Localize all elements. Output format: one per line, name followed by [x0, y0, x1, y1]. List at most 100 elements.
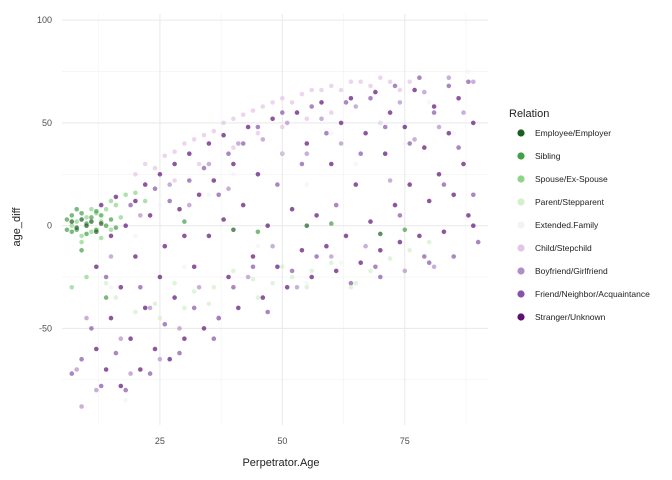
data-point	[289, 206, 295, 212]
data-point	[236, 305, 241, 311]
legend-label: Extended.Family	[535, 220, 599, 230]
data-point	[446, 75, 452, 80]
data-points	[64, 69, 481, 409]
data-point	[270, 116, 275, 122]
data-point	[157, 356, 163, 362]
data-point	[348, 285, 354, 290]
data-point	[103, 274, 109, 280]
data-point	[108, 315, 114, 321]
data-point	[387, 79, 393, 85]
data-point	[304, 223, 310, 228]
data-point	[245, 124, 251, 130]
data-point	[103, 223, 109, 228]
data-point	[98, 235, 104, 241]
data-point	[201, 165, 207, 171]
data-point	[206, 141, 212, 146]
data-point	[309, 268, 315, 274]
data-point	[211, 178, 217, 183]
data-point	[89, 206, 94, 212]
data-point	[333, 202, 339, 208]
data-point	[211, 336, 217, 342]
data-point	[69, 223, 75, 228]
data-point	[113, 295, 119, 300]
legend-key	[517, 313, 525, 321]
legend-label: Stranger/Unknown	[535, 312, 606, 322]
data-point	[240, 202, 246, 208]
data-point	[436, 124, 442, 130]
data-point	[152, 346, 158, 352]
data-point	[138, 213, 143, 218]
legend-label: Sibling	[535, 151, 561, 161]
data-point	[426, 100, 432, 105]
data-point	[113, 202, 119, 208]
data-point	[314, 213, 319, 218]
data-point	[378, 120, 383, 126]
data-point	[402, 268, 408, 274]
data-point	[294, 285, 300, 290]
data-point	[363, 243, 368, 249]
data-point	[265, 223, 271, 228]
data-point	[74, 206, 79, 212]
data-point	[387, 110, 393, 115]
data-point	[177, 326, 182, 331]
data-point	[94, 264, 99, 270]
data-point	[182, 141, 187, 146]
data-point	[338, 120, 344, 126]
legend-title: Relation	[509, 108, 549, 120]
legend-key	[517, 175, 525, 183]
y-axis-title: age_diff	[11, 207, 23, 247]
grid-lines	[62, 14, 488, 425]
data-point	[162, 322, 168, 327]
data-point	[378, 75, 383, 80]
data-point	[250, 276, 256, 282]
data-point	[231, 227, 236, 233]
data-point	[211, 128, 217, 134]
legend-label: Boyfriend/Girlfriend	[535, 266, 608, 276]
data-point	[133, 309, 138, 315]
data-point	[353, 280, 359, 286]
data-point	[309, 274, 315, 280]
data-point	[79, 248, 84, 253]
data-point	[304, 280, 310, 286]
data-point	[108, 285, 114, 290]
data-point	[172, 280, 177, 286]
data-point	[329, 130, 334, 136]
data-point	[123, 223, 128, 228]
data-point	[431, 104, 437, 109]
data-point	[329, 161, 334, 167]
data-point	[436, 172, 442, 177]
y-tick-label: 0	[47, 221, 52, 231]
data-point	[147, 305, 153, 311]
data-point	[358, 79, 364, 85]
x-tick-label: 50	[277, 436, 287, 446]
data-point	[84, 231, 89, 237]
data-point	[431, 264, 437, 270]
data-point	[270, 280, 275, 286]
data-point	[255, 124, 261, 130]
data-point	[231, 116, 236, 122]
data-point	[108, 254, 114, 259]
data-point	[206, 161, 212, 167]
data-point	[280, 124, 285, 130]
data-point	[378, 274, 383, 280]
data-point	[280, 151, 285, 156]
data-point	[128, 202, 133, 208]
legend-label: Spouse/Ex-Spouse	[535, 174, 608, 184]
data-point	[329, 83, 334, 89]
data-point	[79, 239, 84, 245]
data-point	[152, 301, 158, 307]
data-point	[280, 96, 285, 101]
data-point	[260, 104, 266, 109]
data-point	[236, 141, 241, 146]
data-point	[182, 336, 187, 342]
data-point	[412, 137, 417, 142]
data-point	[64, 217, 70, 222]
data-point	[304, 151, 310, 156]
data-point	[118, 336, 124, 342]
data-point	[294, 110, 300, 115]
data-point	[353, 182, 359, 187]
data-point	[451, 130, 457, 136]
data-point	[103, 280, 109, 286]
data-point	[353, 104, 359, 109]
data-point	[147, 371, 153, 376]
